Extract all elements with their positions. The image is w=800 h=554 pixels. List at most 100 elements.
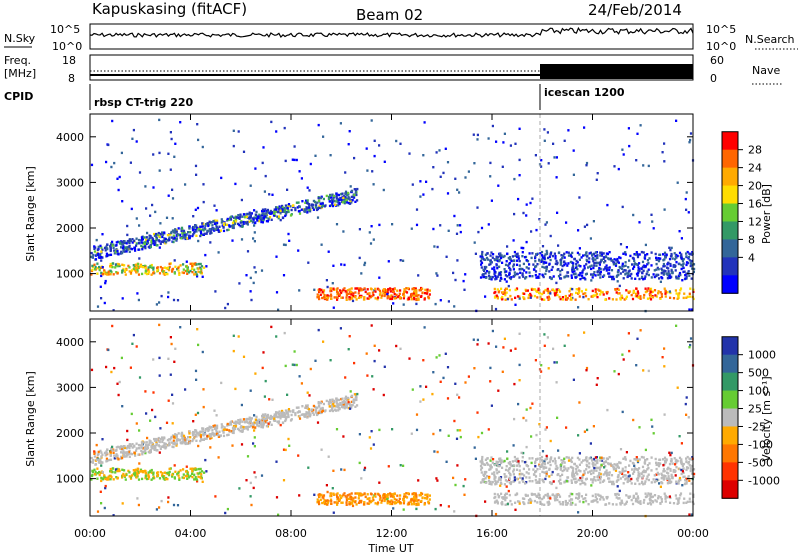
data-cell <box>571 264 575 267</box>
data-cell <box>646 458 649 461</box>
data-cell <box>131 342 134 345</box>
data-cell <box>317 123 320 127</box>
data-cell <box>109 245 112 248</box>
data-cell <box>103 474 106 477</box>
data-cell <box>439 380 442 383</box>
data-cell <box>688 292 691 295</box>
data-cell <box>494 479 497 483</box>
data-cell <box>323 499 326 502</box>
data-cell <box>592 425 595 428</box>
data-cell <box>674 255 677 258</box>
data-cell <box>268 193 271 196</box>
data-cell <box>599 478 602 481</box>
data-cell <box>522 480 525 483</box>
data-cell <box>420 499 423 503</box>
data-cell <box>669 291 672 295</box>
data-cell <box>595 264 598 267</box>
data-cell <box>663 264 666 268</box>
data-cell <box>195 230 198 233</box>
data-cell <box>386 297 389 300</box>
data-cell <box>127 245 130 249</box>
data-cell <box>332 197 335 201</box>
data-cell <box>192 233 195 236</box>
data-cell <box>537 288 540 292</box>
data-cell <box>136 268 139 271</box>
data-cell <box>147 270 150 273</box>
data-cell <box>518 502 521 505</box>
data-cell <box>619 448 623 451</box>
data-cell <box>358 289 361 292</box>
data-cell <box>262 218 265 221</box>
data-cell <box>415 302 418 306</box>
data-cell <box>556 498 559 502</box>
data-cell <box>545 252 549 256</box>
data-cell <box>347 191 350 195</box>
data-cell <box>168 467 171 471</box>
data-cell <box>642 369 645 372</box>
data-cell <box>689 287 692 290</box>
data-cell <box>298 209 301 213</box>
data-cell <box>553 292 556 295</box>
data-cell <box>151 236 154 240</box>
data-cell <box>103 246 107 250</box>
data-cell <box>660 472 663 475</box>
data-cell <box>152 268 155 271</box>
data-cell <box>121 269 124 272</box>
data-cell <box>589 251 592 254</box>
data-cell <box>417 294 420 297</box>
data-cell <box>165 446 168 449</box>
data-cell <box>584 278 587 281</box>
data-cell <box>559 270 562 273</box>
data-cell <box>167 152 170 155</box>
data-cell <box>187 271 191 274</box>
data-cell <box>97 245 100 249</box>
data-cell <box>197 475 200 478</box>
data-cell <box>366 292 369 295</box>
data-cell <box>554 257 557 260</box>
data-cell <box>678 467 681 471</box>
data-cell <box>522 262 525 266</box>
data-cell <box>436 450 439 454</box>
data-cell <box>109 273 112 276</box>
data-cell <box>312 208 315 211</box>
colorbar-swatch <box>722 185 738 205</box>
data-cell <box>350 189 353 193</box>
colorbar-swatch <box>722 167 738 187</box>
data-cell <box>639 500 642 503</box>
data-cell <box>146 231 149 235</box>
data-cell <box>144 238 148 242</box>
data-cell <box>383 294 386 298</box>
data-cell <box>548 502 551 505</box>
data-cell <box>175 228 178 232</box>
data-cell <box>215 225 218 229</box>
data-cell <box>603 256 606 259</box>
data-cell <box>639 502 642 505</box>
data-cell <box>583 264 586 268</box>
data-cell <box>364 495 367 499</box>
data-cell <box>145 477 149 481</box>
data-cell <box>158 246 161 249</box>
data-cell <box>101 248 104 251</box>
data-cell <box>226 424 229 427</box>
data-cell <box>541 503 544 506</box>
data-cell <box>606 266 609 270</box>
data-cell <box>281 409 284 413</box>
data-cell <box>122 245 125 248</box>
data-cell <box>125 268 128 271</box>
data-cell <box>335 195 338 198</box>
data-cell <box>402 291 405 295</box>
data-cell <box>335 501 338 504</box>
data-cell <box>497 256 500 259</box>
data-cell <box>554 499 557 502</box>
data-cell <box>636 459 640 462</box>
data-cell <box>546 131 549 134</box>
data-cell <box>576 261 579 264</box>
data-cell <box>306 406 309 410</box>
data-cell <box>509 294 512 298</box>
data-cell <box>603 461 606 464</box>
data-cell <box>181 271 184 274</box>
data-cell <box>525 476 528 479</box>
data-cell <box>331 204 335 208</box>
data-cell <box>296 206 299 209</box>
data-cell <box>182 235 185 239</box>
